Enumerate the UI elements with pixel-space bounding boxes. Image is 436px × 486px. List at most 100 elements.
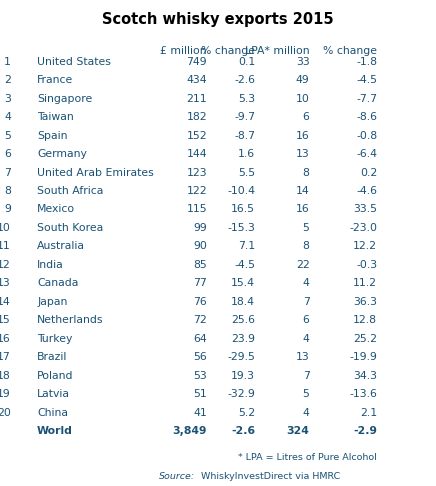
Text: 4: 4: [303, 334, 310, 344]
Text: 122: 122: [187, 186, 207, 196]
Text: Canada: Canada: [37, 278, 78, 288]
Text: 17: 17: [0, 352, 11, 362]
Text: 4: 4: [303, 408, 310, 417]
Text: 324: 324: [287, 426, 310, 436]
Text: 4: 4: [303, 278, 310, 288]
Text: 6: 6: [303, 315, 310, 325]
Text: France: France: [37, 75, 73, 85]
Text: Turkey: Turkey: [37, 334, 72, 344]
Text: 10: 10: [0, 223, 11, 233]
Text: 19: 19: [0, 389, 11, 399]
Text: 749: 749: [187, 57, 207, 67]
Text: 12.2: 12.2: [353, 242, 377, 251]
Text: South Africa: South Africa: [37, 186, 103, 196]
Text: 99: 99: [193, 223, 207, 233]
Text: 13: 13: [0, 278, 11, 288]
Text: 5.3: 5.3: [238, 94, 255, 104]
Text: 4: 4: [4, 112, 11, 122]
Text: 90: 90: [193, 242, 207, 251]
Text: 22: 22: [296, 260, 310, 270]
Text: India: India: [37, 260, 64, 270]
Text: World: World: [37, 426, 73, 436]
Text: -1.8: -1.8: [356, 57, 377, 67]
Text: United States: United States: [37, 57, 111, 67]
Text: Germany: Germany: [37, 149, 87, 159]
Text: 211: 211: [187, 94, 207, 104]
Text: 7: 7: [4, 168, 11, 177]
Text: 33: 33: [296, 57, 310, 67]
Text: Taiwan: Taiwan: [37, 112, 74, 122]
Text: China: China: [37, 408, 68, 417]
Text: 64: 64: [193, 334, 207, 344]
Text: 3,849: 3,849: [173, 426, 207, 436]
Text: 10: 10: [296, 94, 310, 104]
Text: 182: 182: [187, 112, 207, 122]
Text: 0.2: 0.2: [360, 168, 377, 177]
Text: Source:: Source:: [159, 472, 195, 481]
Text: 14: 14: [296, 186, 310, 196]
Text: 152: 152: [187, 131, 207, 140]
Text: 15.4: 15.4: [231, 278, 255, 288]
Text: Latvia: Latvia: [37, 389, 70, 399]
Text: -4.6: -4.6: [356, 186, 377, 196]
Text: -7.7: -7.7: [356, 94, 377, 104]
Text: 144: 144: [187, 149, 207, 159]
Text: 8: 8: [303, 242, 310, 251]
Text: 7.1: 7.1: [238, 242, 255, 251]
Text: 16.5: 16.5: [231, 205, 255, 214]
Text: 36.3: 36.3: [353, 297, 377, 307]
Text: -2.9: -2.9: [353, 426, 377, 436]
Text: 6: 6: [303, 112, 310, 122]
Text: -15.3: -15.3: [227, 223, 255, 233]
Text: 1.6: 1.6: [238, 149, 255, 159]
Text: -10.4: -10.4: [227, 186, 255, 196]
Text: 16: 16: [0, 334, 11, 344]
Text: 434: 434: [187, 75, 207, 85]
Text: 76: 76: [193, 297, 207, 307]
Text: 6: 6: [4, 149, 11, 159]
Text: 3: 3: [4, 94, 11, 104]
Text: United Arab Emirates: United Arab Emirates: [37, 168, 154, 177]
Text: 9: 9: [4, 205, 11, 214]
Text: 56: 56: [193, 352, 207, 362]
Text: -0.8: -0.8: [356, 131, 377, 140]
Text: -0.3: -0.3: [356, 260, 377, 270]
Text: % change: % change: [201, 46, 255, 56]
Text: 5: 5: [303, 223, 310, 233]
Text: 0.1: 0.1: [238, 57, 255, 67]
Text: -19.9: -19.9: [349, 352, 377, 362]
Text: 53: 53: [193, 371, 207, 381]
Text: 18.4: 18.4: [231, 297, 255, 307]
Text: LPA* million: LPA* million: [245, 46, 310, 56]
Text: Singapore: Singapore: [37, 94, 92, 104]
Text: Scotch whisky exports 2015: Scotch whisky exports 2015: [102, 12, 334, 27]
Text: 8: 8: [303, 168, 310, 177]
Text: 1: 1: [4, 57, 11, 67]
Text: 15: 15: [0, 315, 11, 325]
Text: -4.5: -4.5: [356, 75, 377, 85]
Text: 51: 51: [193, 389, 207, 399]
Text: 2: 2: [4, 75, 11, 85]
Text: WhiskyInvestDirect via HMRC: WhiskyInvestDirect via HMRC: [198, 472, 341, 481]
Text: -2.6: -2.6: [234, 75, 255, 85]
Text: 16: 16: [296, 131, 310, 140]
Text: 18: 18: [0, 371, 11, 381]
Text: -4.5: -4.5: [234, 260, 255, 270]
Text: -29.5: -29.5: [227, 352, 255, 362]
Text: 123: 123: [187, 168, 207, 177]
Text: 7: 7: [303, 297, 310, 307]
Text: 7: 7: [303, 371, 310, 381]
Text: Spain: Spain: [37, 131, 68, 140]
Text: 85: 85: [193, 260, 207, 270]
Text: 12: 12: [0, 260, 11, 270]
Text: 25.6: 25.6: [231, 315, 255, 325]
Text: 11: 11: [0, 242, 11, 251]
Text: 5: 5: [4, 131, 11, 140]
Text: 49: 49: [296, 75, 310, 85]
Text: Mexico: Mexico: [37, 205, 75, 214]
Text: 13: 13: [296, 149, 310, 159]
Text: 72: 72: [193, 315, 207, 325]
Text: 14: 14: [0, 297, 11, 307]
Text: * LPA = Litres of Pure Alcohol: * LPA = Litres of Pure Alcohol: [238, 453, 377, 463]
Text: -13.6: -13.6: [349, 389, 377, 399]
